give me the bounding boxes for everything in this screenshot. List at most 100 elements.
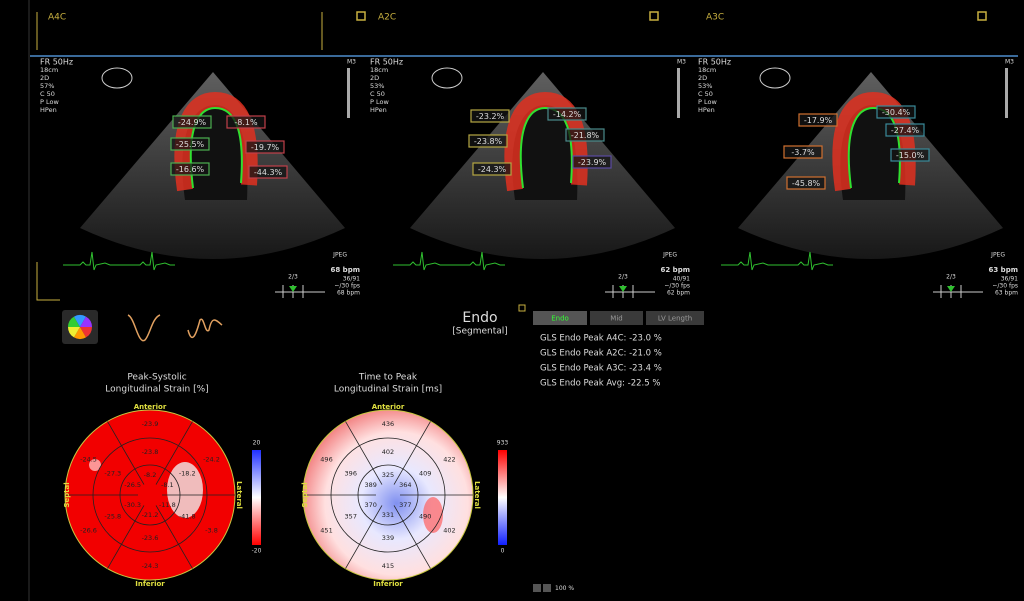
icon-wedge	[68, 327, 80, 338]
icon-curve-multi[interactable]	[187, 318, 223, 339]
segment-value: -23.8	[142, 448, 159, 456]
strain-label: -14.2%	[553, 110, 582, 119]
segment-value: -26.6	[80, 527, 97, 535]
acq-info: C 50	[370, 90, 385, 98]
segment-divider	[393, 421, 431, 485]
frame-stat: 62 bpm	[667, 290, 690, 297]
segment-value: -25.8	[104, 513, 121, 521]
segment-value: 436	[382, 420, 394, 428]
strain-label: -23.2%	[476, 112, 505, 121]
gls-value: GLS Endo Peak A4C: -23.0 %	[540, 334, 662, 344]
orientation-icon	[101, 67, 133, 89]
strain-patch	[89, 459, 101, 471]
tab-label: LV Length	[658, 315, 692, 323]
strain-label: -30.4%	[882, 108, 911, 117]
segment-value: -27.3	[104, 470, 121, 478]
beat-bar	[933, 285, 983, 298]
acq-info: HPen	[698, 106, 715, 114]
strain-label-box	[890, 148, 930, 162]
strain-label: -3.7%	[791, 148, 815, 157]
beat-marker	[619, 286, 627, 292]
strain-label-box	[226, 115, 266, 129]
icon-wedge	[80, 327, 92, 338]
segment-value: 402	[382, 448, 394, 456]
strain-label: -45.8%	[792, 179, 821, 188]
icon-wedge	[74, 315, 86, 327]
acq-info: 57%	[40, 82, 54, 90]
strain-label: -23.9%	[578, 158, 607, 167]
acq-info: P Low	[40, 98, 59, 106]
color-scale	[252, 450, 261, 545]
beat-bar	[605, 285, 655, 298]
segment-value: 490	[419, 513, 431, 521]
strain-label-box	[470, 109, 510, 123]
segment-value: 357	[345, 513, 357, 521]
orientation-label: Lateral	[473, 481, 481, 509]
frame-stat: ~/30 fps	[334, 283, 360, 290]
strain-label-box	[468, 134, 508, 148]
segment-value: 409	[419, 470, 431, 478]
segment-value: 451	[320, 527, 332, 535]
strain-label-box	[885, 123, 925, 137]
acq-info: HPen	[40, 106, 57, 114]
gls-value: GLS Endo Peak A2C: -21.0 %	[540, 349, 662, 359]
segment-value: 389	[364, 481, 376, 489]
segment-value: 415	[382, 562, 394, 570]
orientation-label: Septal	[301, 482, 309, 507]
orientation-icon	[431, 67, 463, 89]
view-label: A4C	[48, 13, 66, 23]
segment-divider	[393, 505, 431, 569]
frame-stat: ~/30 fps	[992, 283, 1018, 290]
scale-max: 933	[497, 440, 509, 447]
tab-label: Mid	[610, 315, 622, 323]
orientation-label: Septal	[63, 482, 71, 507]
selector-box	[518, 304, 526, 312]
frame-stat: 40/91	[673, 276, 690, 283]
scale-min: -20	[252, 548, 262, 555]
acq-info: P Low	[698, 98, 717, 106]
icon-wedge	[74, 327, 86, 339]
strain-label-box	[572, 155, 612, 169]
strain-label: -44.3%	[254, 168, 283, 177]
scale-max: 20	[253, 440, 261, 447]
tab[interactable]	[590, 311, 643, 325]
acq-info: FR 50Hz	[40, 58, 73, 67]
strain-label-box	[783, 145, 823, 159]
segment-divider	[155, 505, 193, 569]
zoom-out-btn[interactable]	[533, 584, 541, 592]
orientation-icon	[759, 67, 791, 89]
strain-label-box	[786, 176, 826, 190]
tab[interactable]	[533, 311, 587, 325]
segment-value: 370	[364, 501, 376, 509]
segment-value: -11.8	[159, 501, 176, 509]
frame-stat: 36/91	[1001, 276, 1018, 283]
endo-border	[519, 106, 573, 189]
gray-bar	[1005, 68, 1008, 118]
icon-curve-single[interactable]	[127, 314, 161, 342]
acq-info: FR 50Hz	[698, 58, 731, 67]
view-select-box[interactable]	[977, 11, 987, 21]
tab[interactable]	[646, 311, 704, 325]
gray-bar	[347, 68, 350, 118]
segment-value: -23.6	[142, 534, 159, 542]
ecg-trace	[393, 251, 505, 271]
view-select-box[interactable]	[649, 11, 659, 21]
beat-index: 2/3	[288, 274, 298, 281]
heart-rate: 68 bpm	[331, 266, 361, 274]
acq-info: FR 50Hz	[370, 58, 403, 67]
probe-label: M3	[347, 59, 356, 66]
zoom-in-btn[interactable]	[543, 584, 551, 592]
ecg-trace	[63, 251, 175, 271]
view-select-box[interactable]	[356, 11, 366, 21]
acq-info: 2D	[40, 74, 49, 82]
frame-stat: 63 bpm	[995, 290, 1018, 297]
segment-value: -41.8	[179, 513, 196, 521]
strain-label: -27.4%	[891, 126, 920, 135]
segment-value: -3.8	[205, 527, 218, 535]
acq-info: 53%	[698, 82, 712, 90]
zoom-level: 100 %	[555, 585, 574, 592]
acq-info: C 50	[40, 90, 55, 98]
strain-label: -25.5%	[176, 140, 205, 149]
